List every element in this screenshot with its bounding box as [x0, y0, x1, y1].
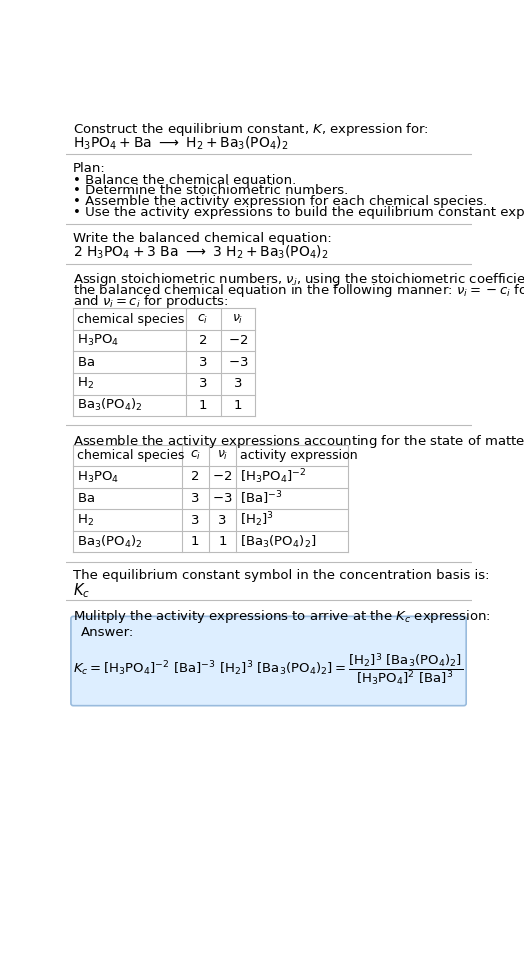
Text: $\mathrm{H_3PO_4 + Ba\ \longrightarrow\ H_2 + Ba_3(PO_4)_2}$: $\mathrm{H_3PO_4 + Ba\ \longrightarrow\ …: [73, 134, 289, 152]
Text: • Use the activity expressions to build the equilibrium constant expression.: • Use the activity expressions to build …: [73, 206, 524, 219]
Text: Write the balanced chemical equation:: Write the balanced chemical equation:: [73, 232, 332, 246]
Text: $c_i$: $c_i$: [190, 449, 201, 462]
Text: • Assemble the activity expression for each chemical species.: • Assemble the activity expression for e…: [73, 196, 487, 208]
Text: $[\mathrm{H_3PO_4}]^{-2}$: $[\mathrm{H_3PO_4}]^{-2}$: [240, 468, 306, 486]
Text: 3: 3: [191, 514, 200, 526]
Text: $[\mathrm{H_2}]^3$: $[\mathrm{H_2}]^3$: [240, 511, 274, 529]
Text: Assemble the activity expressions accounting for the state of matter and $\nu_i$: Assemble the activity expressions accoun…: [73, 433, 524, 450]
Text: activity expression: activity expression: [240, 449, 357, 462]
FancyBboxPatch shape: [71, 617, 466, 706]
Text: 3: 3: [218, 514, 227, 526]
Text: 1: 1: [191, 535, 200, 549]
Text: 2: 2: [199, 334, 208, 347]
Text: $\mathrm{H_2}$: $\mathrm{H_2}$: [77, 376, 94, 391]
Text: 3: 3: [199, 377, 208, 390]
Text: 1: 1: [218, 535, 227, 549]
Text: $-3$: $-3$: [228, 356, 248, 369]
Text: $[\mathrm{Ba_3(PO_4)_2}]$: $[\mathrm{Ba_3(PO_4)_2}]$: [240, 533, 316, 550]
Text: chemical species: chemical species: [77, 449, 184, 462]
Text: Plan:: Plan:: [73, 162, 106, 175]
Text: $-3$: $-3$: [212, 492, 233, 505]
Text: $-2$: $-2$: [228, 334, 248, 347]
Text: 2: 2: [191, 471, 200, 483]
Text: $\mathrm{Ba_3(PO_4)_2}$: $\mathrm{Ba_3(PO_4)_2}$: [77, 533, 143, 550]
Text: $\mathrm{2\ H_3PO_4 + 3\ Ba\ \longrightarrow\ 3\ H_2 + Ba_3(PO_4)_2}$: $\mathrm{2\ H_3PO_4 + 3\ Ba\ \longrighta…: [73, 244, 329, 261]
Text: $[\mathrm{Ba}]^{-3}$: $[\mathrm{Ba}]^{-3}$: [240, 490, 282, 507]
Text: the balanced chemical equation in the following manner: $\nu_i = -c_i$ for react: the balanced chemical equation in the fo…: [73, 282, 524, 299]
Text: Mulitply the activity expressions to arrive at the $K_c$ expression:: Mulitply the activity expressions to arr…: [73, 608, 491, 625]
Text: 3: 3: [234, 377, 242, 390]
Text: $\nu_i$: $\nu_i$: [217, 449, 228, 462]
Text: chemical species: chemical species: [77, 313, 184, 326]
Text: Construct the equilibrium constant, $K$, expression for:: Construct the equilibrium constant, $K$,…: [73, 121, 429, 138]
Text: $\mathrm{H_2}$: $\mathrm{H_2}$: [77, 512, 94, 527]
Text: and $\nu_i = c_i$ for products:: and $\nu_i = c_i$ for products:: [73, 292, 229, 310]
Text: $c_i$: $c_i$: [198, 313, 209, 326]
Text: Assign stoichiometric numbers, $\nu_i$, using the stoichiometric coefficients, $: Assign stoichiometric numbers, $\nu_i$, …: [73, 271, 524, 289]
Text: $\mathrm{Ba}$: $\mathrm{Ba}$: [77, 492, 95, 505]
Text: $\mathrm{Ba}$: $\mathrm{Ba}$: [77, 356, 95, 369]
Text: The equilibrium constant symbol in the concentration basis is:: The equilibrium constant symbol in the c…: [73, 570, 490, 582]
Text: 3: 3: [199, 356, 208, 369]
Text: 1: 1: [199, 399, 208, 411]
Text: $\mathrm{H_3PO_4}$: $\mathrm{H_3PO_4}$: [77, 333, 119, 348]
Text: $\nu_i$: $\nu_i$: [232, 313, 244, 326]
Text: $\mathrm{H_3PO_4}$: $\mathrm{H_3PO_4}$: [77, 469, 119, 484]
Text: $K_c$: $K_c$: [73, 582, 90, 600]
Text: 1: 1: [234, 399, 242, 411]
Text: $\mathrm{Ba_3(PO_4)_2}$: $\mathrm{Ba_3(PO_4)_2}$: [77, 397, 143, 413]
Text: 3: 3: [191, 492, 200, 505]
Text: • Determine the stoichiometric numbers.: • Determine the stoichiometric numbers.: [73, 184, 348, 198]
Text: Answer:: Answer:: [81, 626, 134, 640]
Text: $-2$: $-2$: [212, 471, 233, 483]
Text: • Balance the chemical equation.: • Balance the chemical equation.: [73, 174, 297, 187]
Text: $K_c = [\mathrm{H_3PO_4}]^{-2}\ [\mathrm{Ba}]^{-3}\ [\mathrm{H_2}]^3\ [\mathrm{B: $K_c = [\mathrm{H_3PO_4}]^{-2}\ [\mathrm…: [73, 652, 464, 689]
